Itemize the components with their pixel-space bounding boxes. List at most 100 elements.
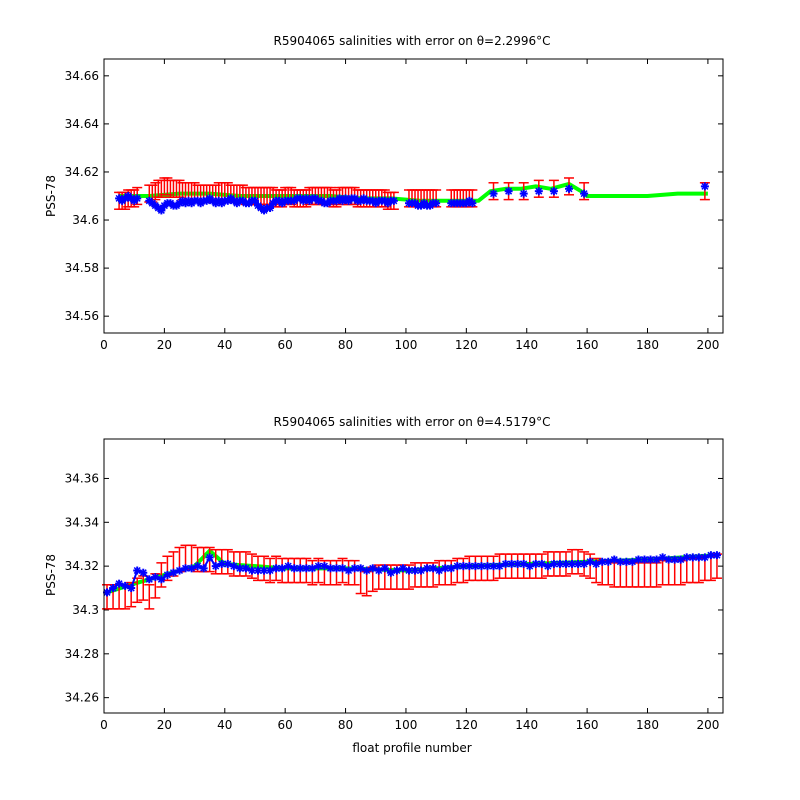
chart-top-xtick-label: 140 <box>515 338 538 352</box>
chart-bottom-ytick-label: 34.3 <box>72 603 99 617</box>
chart-bottom-error-bar <box>657 559 668 586</box>
chart-bottom-xtick-label: 0 <box>100 718 108 732</box>
chart-top-xtick-label: 20 <box>157 338 172 352</box>
chart-bottom-data-point <box>235 564 244 573</box>
chart-bottom-data-point <box>199 564 208 573</box>
chart-bottom-data-point <box>374 566 383 575</box>
chart-bottom-ylabel: PSS-78 <box>44 554 58 596</box>
chart-bottom-data-point <box>296 564 305 573</box>
chart-bottom-ytick-label: 34.36 <box>65 471 99 485</box>
chart-top-xtick-label: 40 <box>217 338 232 352</box>
chart-bottom-data-point <box>368 564 377 573</box>
chart-top-data-point <box>133 194 142 203</box>
chart-bottom-xtick-label: 60 <box>278 718 293 732</box>
chart-bottom-ytick-label: 34.34 <box>65 515 99 529</box>
chart-top-data-point <box>489 189 498 198</box>
chart-bottom-data-point <box>121 581 130 590</box>
chart-top-data-point <box>519 189 528 198</box>
chart-top-xtick-label: 80 <box>338 338 353 352</box>
chart-bottom-data-point <box>610 555 619 564</box>
chart-bottom-error-bar <box>615 562 626 588</box>
chart-bottom-data-point <box>205 553 214 562</box>
chart-top-data-point <box>549 187 558 196</box>
chart-top-xtick-label: 180 <box>636 338 659 352</box>
chart-bottom-data-point <box>459 562 468 571</box>
chart-bottom-xtick-label: 40 <box>217 718 232 732</box>
chart-bottom-data-point <box>163 570 172 579</box>
chart-bottom-data-point <box>386 568 395 577</box>
chart-bottom-data-point <box>670 555 679 564</box>
chart-bottom-xtick-label: 100 <box>394 718 417 732</box>
chart-bottom-data-point <box>338 564 347 573</box>
chart-bottom-xtick-label: 140 <box>515 718 538 732</box>
chart-bottom-data-point <box>507 559 516 568</box>
chart-bottom-data-point <box>362 566 371 575</box>
chart-bottom-data-point <box>429 564 438 573</box>
chart-bottom-error-bar <box>675 559 686 586</box>
chart-bottom-data-point <box>344 566 353 575</box>
chart-bottom-data-point <box>525 562 534 571</box>
chart-bottom-data-point <box>175 566 184 575</box>
chart-top-data-point <box>580 189 589 198</box>
chart-bottom-data-point <box>151 573 160 582</box>
chart-bottom-error-bar <box>361 570 372 597</box>
chart-bottom-error-bar <box>669 559 680 586</box>
chart-top-xtick-label: 120 <box>455 338 478 352</box>
chart-bottom-data-point <box>435 566 444 575</box>
chart-bottom-data-point <box>223 559 232 568</box>
chart-bottom-ytick-label: 34.26 <box>65 691 99 705</box>
chart-bottom-xtick-label: 180 <box>636 718 659 732</box>
chart-bottom-error-bar <box>627 562 638 588</box>
chart-bottom-data-point <box>616 557 625 566</box>
chart-bottom: R5904065 salinities with error on θ=4.51… <box>44 415 724 755</box>
chart-bottom-title: R5904065 salinities with error on θ=4.51… <box>274 415 551 429</box>
chart-bottom-data-point <box>253 566 262 575</box>
chart-top-title: R5904065 salinities with error on θ=2.29… <box>274 34 551 48</box>
chart-bottom-error-bar <box>633 562 644 588</box>
chart-bottom-data-point <box>127 584 136 593</box>
chart-bottom-ytick-label: 34.28 <box>65 647 99 661</box>
chart-bottom-data-point <box>284 562 293 571</box>
chart-bottom-data-point <box>139 568 148 577</box>
chart-top-data-point <box>468 199 477 208</box>
chart-top-data-point <box>389 196 398 205</box>
chart-bottom-data-point <box>380 564 389 573</box>
chart-bottom-data-point <box>604 557 613 566</box>
chart-bottom-data-point <box>568 559 577 568</box>
chart-bottom-data-point <box>229 562 238 571</box>
chart-top-ytick-label: 34.6 <box>72 213 99 227</box>
chart-bottom-data-point <box>109 584 118 593</box>
chart-top-plot: 0 20 40 60 80 100 120 140 160 180 200 34.56 34.58 34.… <box>65 59 723 352</box>
chart-bottom-error-bar <box>687 557 698 584</box>
chart-top-xtick-label: 0 <box>100 338 108 352</box>
chart-bottom-error-bar <box>621 562 632 588</box>
chart-bottom-data-point <box>278 564 287 573</box>
chart-bottom-data-point <box>145 575 154 584</box>
chart-bottom-data-point <box>308 564 317 573</box>
chart-top: R5904065 salinities with error on θ=2.29… <box>44 34 724 352</box>
chart-bottom-data-point <box>549 559 558 568</box>
chart-bottom-data-point <box>417 566 426 575</box>
chart-bottom-data-point <box>187 564 196 573</box>
chart-bottom-error-bar <box>458 557 469 584</box>
chart-bottom-ytick-label: 34.32 <box>65 559 99 573</box>
chart-bottom-xtick-label: 120 <box>455 718 478 732</box>
chart-bottom-xlabel: float profile number <box>352 741 471 755</box>
chart-bottom-error-bar <box>410 562 421 588</box>
chart-top-ytick-label: 34.62 <box>65 165 99 179</box>
chart-bottom-data-point <box>543 562 552 571</box>
chart-bottom-xtick-label: 80 <box>338 718 353 732</box>
chart-bottom-data-point <box>555 559 564 568</box>
chart-bottom-xtick-label: 20 <box>157 718 172 732</box>
chart-bottom-data-point <box>447 564 456 573</box>
chart-bottom-data-point <box>676 555 685 564</box>
chart-top-data-point <box>565 184 574 193</box>
chart-bottom-data-point <box>652 555 661 564</box>
chart-bottom-error-bar <box>645 562 656 588</box>
chart-bottom-error-bar <box>651 562 662 588</box>
chart-bottom-error-bar <box>693 557 704 584</box>
chart-bottom-data-point <box>302 564 311 573</box>
chart-bottom-data-point <box>193 562 202 571</box>
chart-bottom-data-point <box>519 559 528 568</box>
